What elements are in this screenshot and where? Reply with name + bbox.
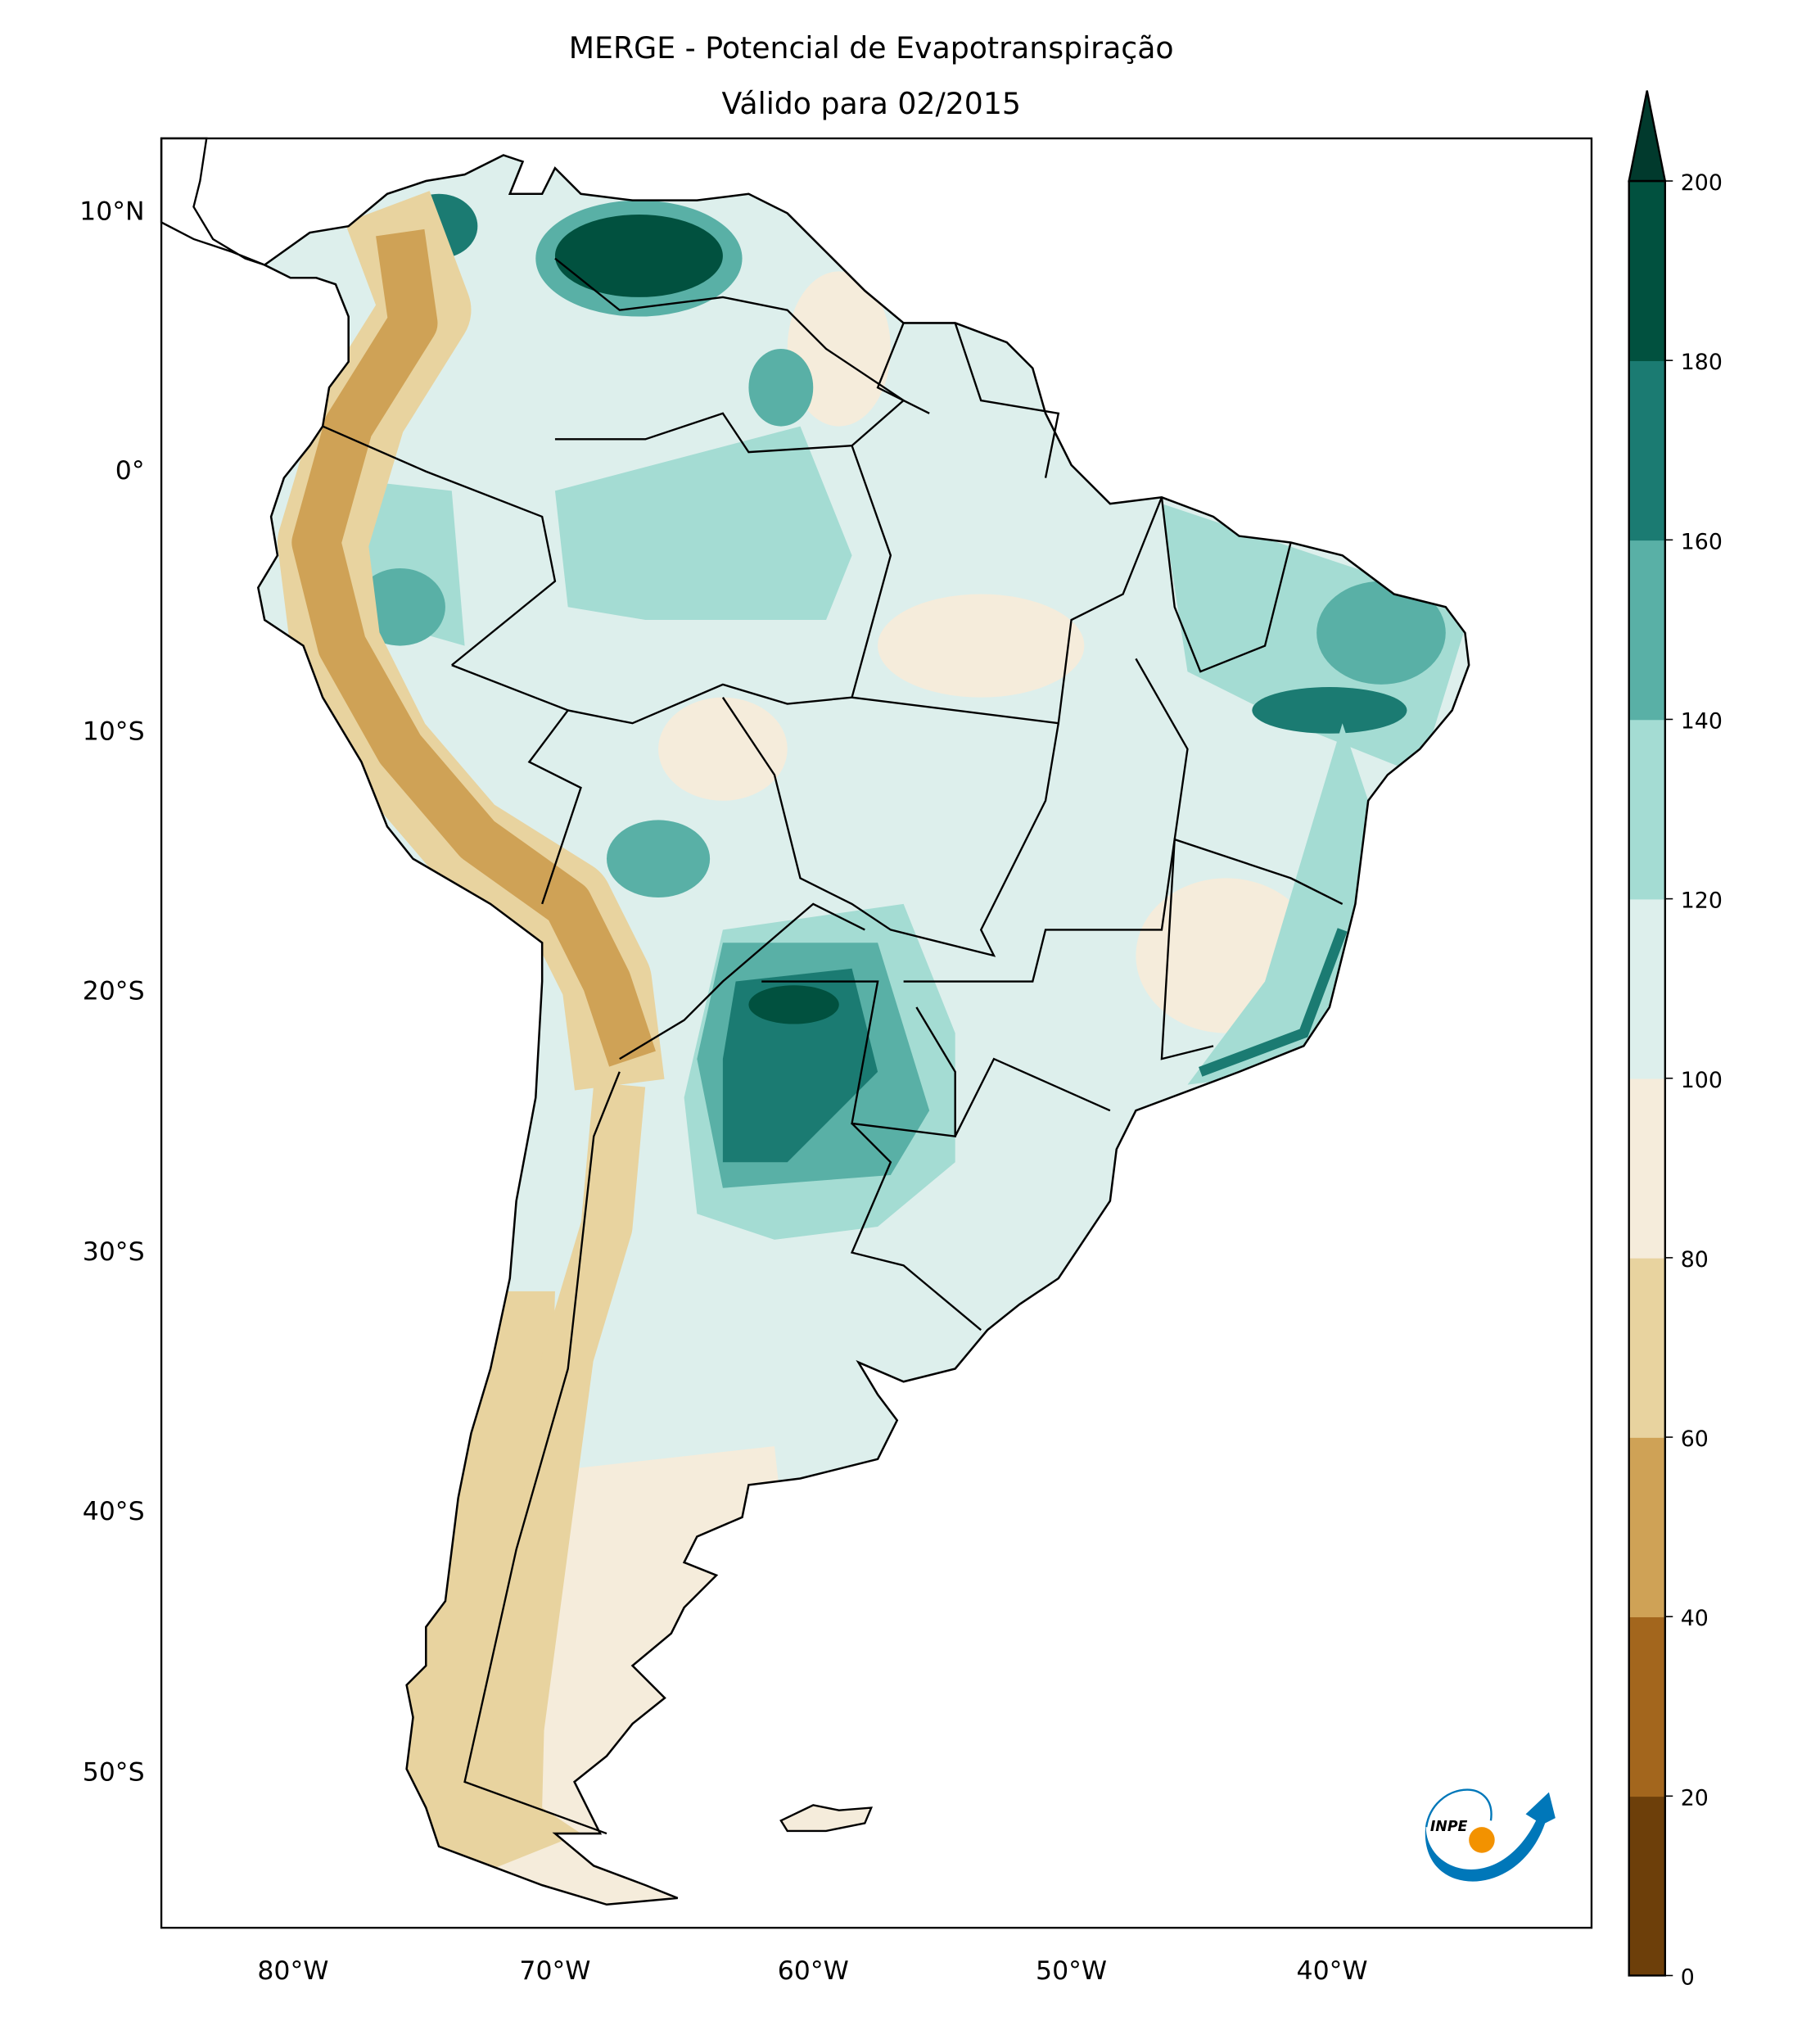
- lat-tick-label: 50°S: [83, 1757, 145, 1787]
- lat-tick-label: 10°N: [79, 197, 144, 226]
- colorbar-segment: [1628, 898, 1665, 1079]
- colorbar-segment: [1628, 1616, 1665, 1797]
- colorbar-segment: [1628, 719, 1665, 900]
- title-line-1: MERGE - Potencial de Evapotranspiração: [569, 30, 1174, 66]
- colorbar-tick-label: 120: [1681, 888, 1723, 914]
- colorbar-segment: [1628, 540, 1665, 721]
- colorbar-tick-label: 140: [1681, 708, 1723, 734]
- logo-sun: [1469, 1827, 1495, 1853]
- central-america: [160, 137, 265, 266]
- latitude-tick-labels: 10°N 0° 10°S 20°S 30°S 40°S 50°S: [79, 197, 144, 1787]
- colorbar-tick-label: 80: [1681, 1247, 1709, 1273]
- colorbar-segment: [1628, 181, 1665, 361]
- country-borders: [322, 257, 1344, 1835]
- longitude-tick-labels: 80°W 70°W 60°W 50°W 40°W: [257, 1956, 1367, 1986]
- colorbar-tick-label: 0: [1681, 1965, 1695, 1991]
- colorbar-extend-arrow: [1628, 90, 1667, 183]
- colorbar-segment: [1628, 1078, 1665, 1259]
- colorbar-tick-label: 100: [1681, 1068, 1723, 1093]
- colorbar-segment: [1628, 360, 1665, 541]
- colorbar-tick-label: 20: [1681, 1785, 1709, 1811]
- colorbar-tick-label: 200: [1681, 170, 1723, 196]
- colorbar-tick-label: 40: [1681, 1606, 1709, 1631]
- colorbar-segment: [1628, 1796, 1665, 1977]
- colorbar: 0 20 40 60 80 100 120 140 160 180 200: [1628, 90, 1723, 1991]
- lat-tick-label: 40°S: [83, 1497, 145, 1526]
- logo-swoosh: [1425, 1792, 1556, 1882]
- map-frame: [160, 137, 1593, 1929]
- lon-tick-label: 40°W: [1297, 1956, 1368, 1986]
- lon-tick-label: 70°W: [519, 1956, 590, 1986]
- logo-text: INPE: [1430, 1819, 1468, 1835]
- title-line-2: Válido para 02/2015: [721, 86, 1021, 121]
- lat-tick-label: 20°S: [83, 977, 145, 1006]
- colorbar-tick-label: 160: [1681, 529, 1723, 554]
- map-axes: INPE 10°N 0° 10°S 20°S 30°S 40°S 50°S 80…: [79, 137, 1593, 1986]
- colorbar-segment: [1628, 1257, 1665, 1438]
- colorbar-tick-label: 60: [1681, 1426, 1709, 1452]
- lat-tick-label: 30°S: [83, 1237, 145, 1267]
- lat-tick-label: 10°S: [83, 717, 145, 747]
- inpe-logo: INPE: [1425, 1788, 1556, 1882]
- lon-tick-label: 60°W: [778, 1956, 849, 1986]
- colorbar-segment: [1628, 1437, 1665, 1617]
- lat-tick-label: 0°: [115, 456, 145, 486]
- lon-tick-label: 50°W: [1036, 1956, 1107, 1986]
- lon-tick-label: 80°W: [257, 1956, 328, 1986]
- colorbar-tick-label: 180: [1681, 350, 1723, 375]
